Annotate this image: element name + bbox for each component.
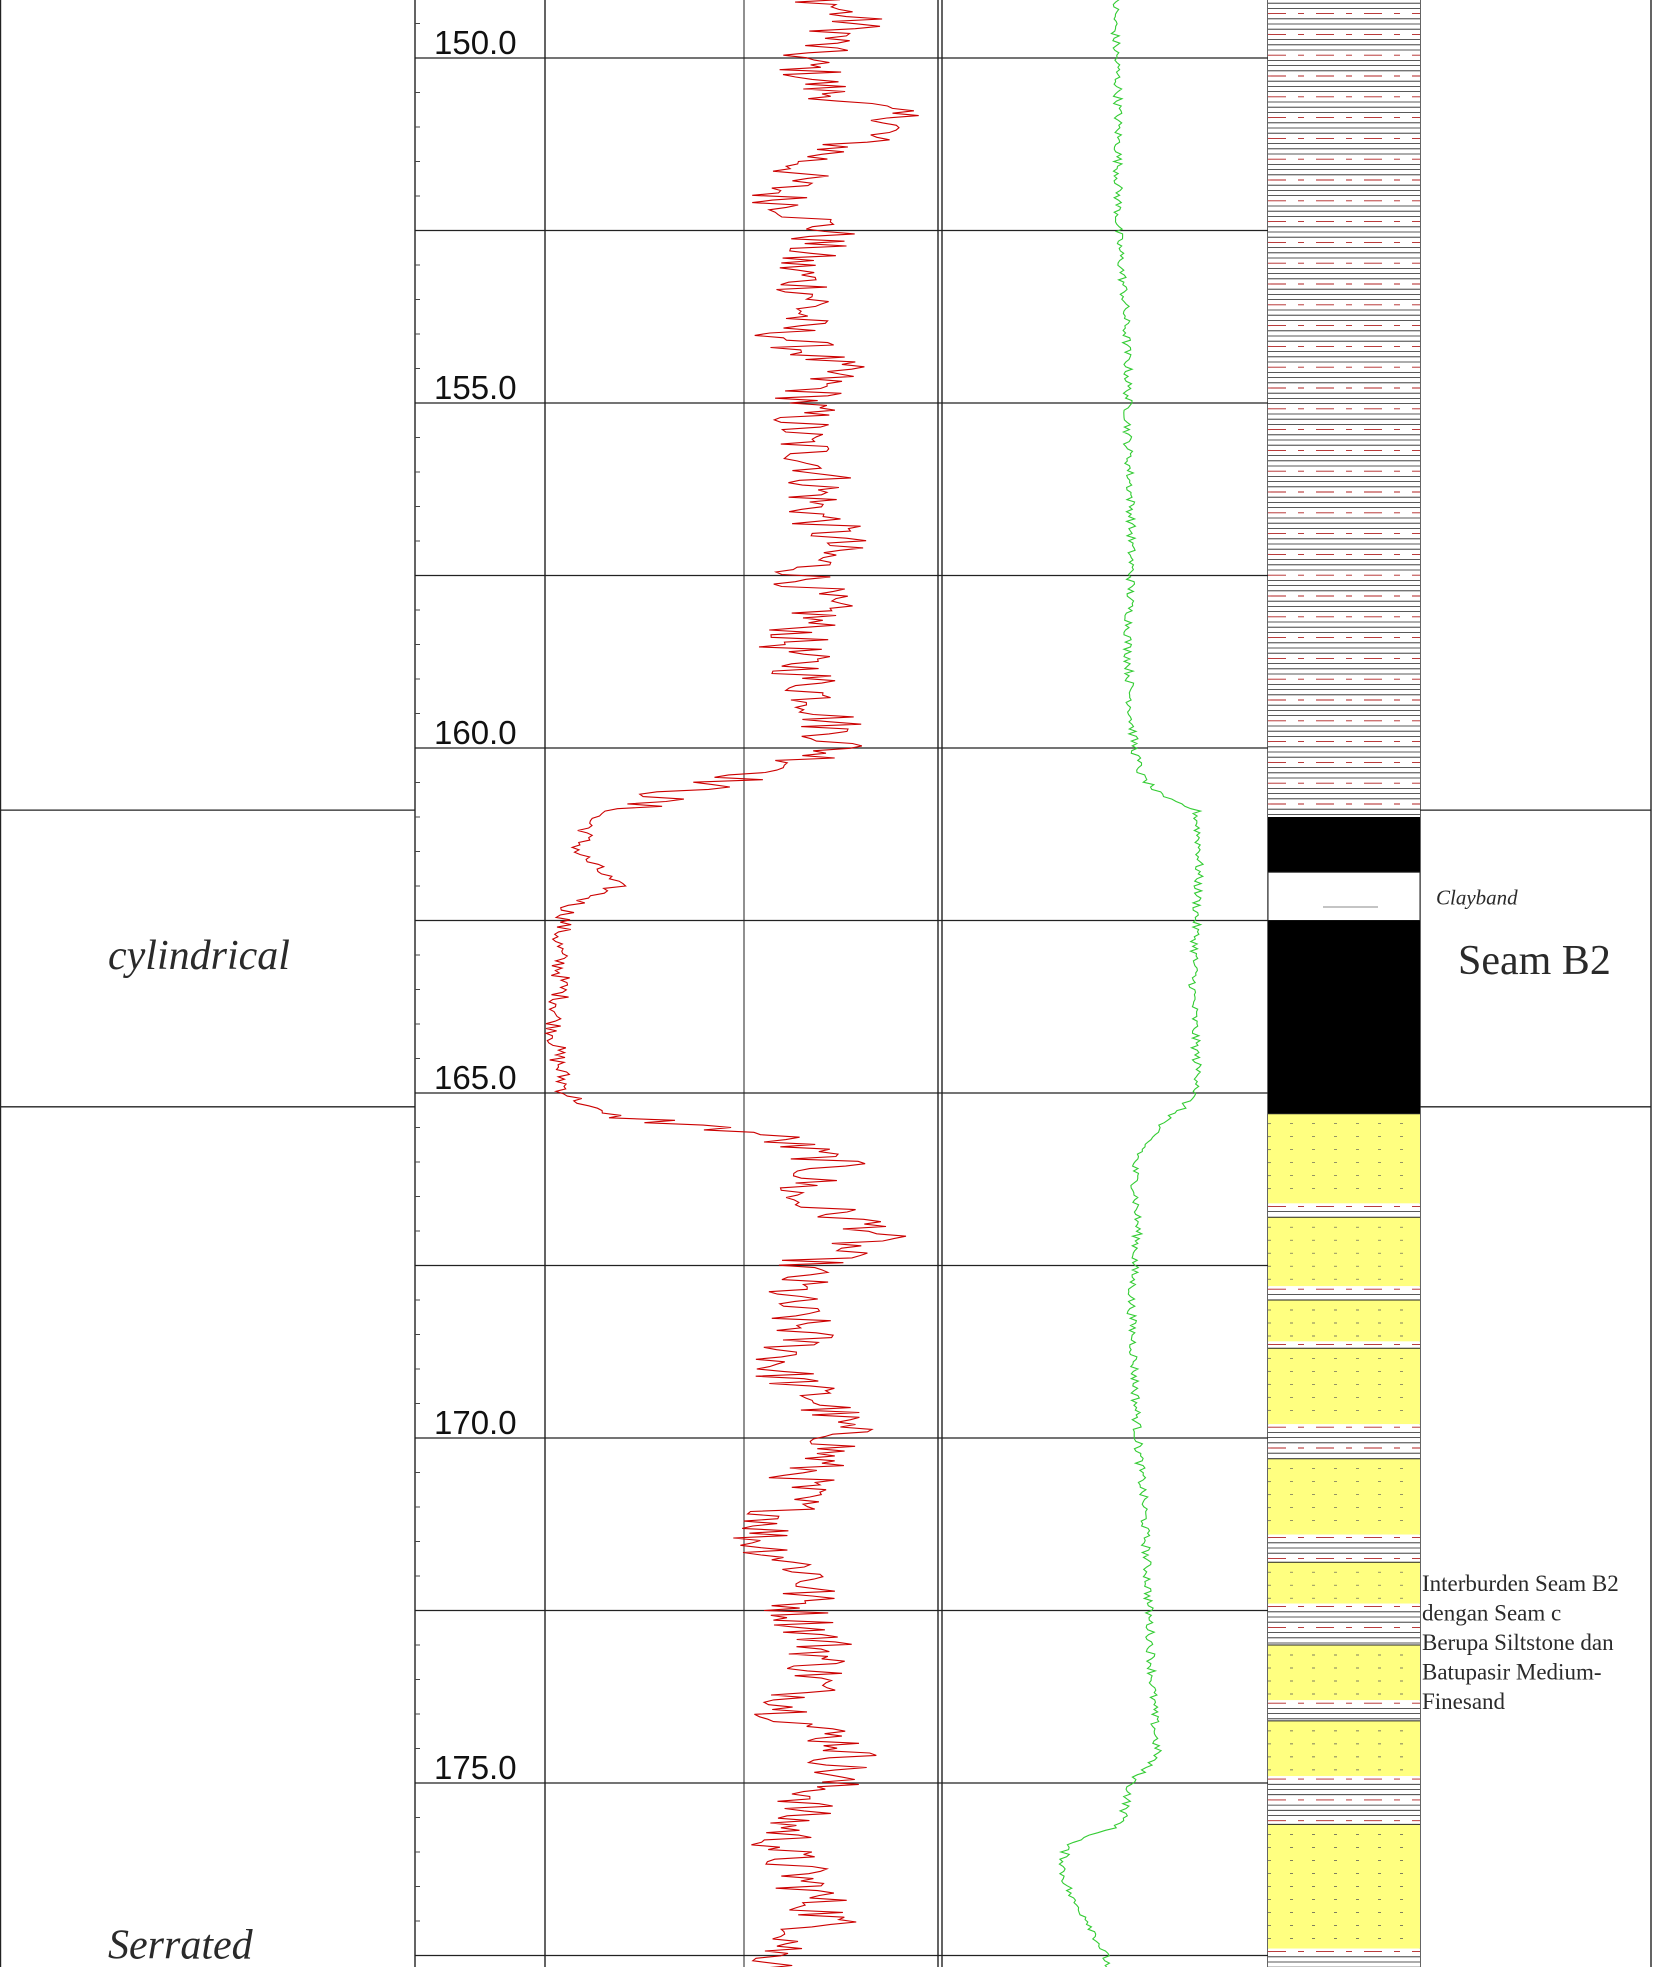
clayband-fill: [1267, 871, 1421, 922]
coal-fill: [1268, 920, 1420, 1114]
sandstone-fill: [1268, 1645, 1420, 1701]
shale-fill: [1268, 1286, 1420, 1300]
lithology-unit-shale: [1268, 1700, 1420, 1721]
lithology-unit-shale: [1268, 1534, 1420, 1563]
lithology-unit-shale: [1268, 0, 1420, 817]
lithology-unit-sandstone: [1268, 1113, 1420, 1204]
lithology-unit-sandstone: [1268, 1216, 1420, 1287]
lithology-unit-sandstone: [1268, 1823, 1420, 1949]
shale-fill: [1268, 1203, 1420, 1218]
red-log-curve: [544, 0, 919, 1967]
lithology-unit-sandstone: [1268, 1644, 1420, 1701]
lithology-unit-shale: [1268, 1203, 1420, 1218]
lithology-unit-shale: [1268, 1286, 1420, 1300]
electrofacies-column: SerratedcylindricalSerrated: [0, 809, 415, 1967]
interburden-text-line: Batupasir Medium-: [1422, 1659, 1602, 1684]
shale-fill: [1268, 1700, 1420, 1721]
depth-tick-label: 175.0: [434, 1749, 517, 1786]
lithology-unit-sandstone: [1268, 1561, 1420, 1604]
lithology-unit-sandstone: [1268, 1347, 1420, 1425]
depth-gridlines: [415, 23, 1268, 1957]
lithology-unit-sandstone: [1268, 1458, 1420, 1535]
sandstone-fill: [1268, 1113, 1420, 1204]
sandstone-fill: [1268, 1720, 1420, 1777]
interburden-text-line: Interburden Seam B2: [1422, 1571, 1619, 1596]
lithology-unit-shale: [1268, 1948, 1420, 1967]
lithology-unit-shale: [1268, 1776, 1420, 1825]
facies-label: cylindrical: [108, 933, 290, 979]
lithology-unit-shale: [1268, 1603, 1420, 1645]
green-log-curve: [1058, 0, 1205, 1967]
depth-tick-label: 170.0: [434, 1404, 517, 1441]
shale-fill: [1268, 1341, 1420, 1349]
clayband-label: Clayband: [1436, 885, 1518, 909]
lithology-unit-coal: [1268, 920, 1420, 1114]
depth-tick-label: 155.0: [434, 369, 517, 406]
interburden-text-line: Berupa Siltstone dan: [1422, 1630, 1614, 1655]
lithology-unit-shale: [1268, 1424, 1420, 1459]
interburden-text-line: dengan Seam c: [1422, 1600, 1561, 1625]
interburden-text-line: Finesand: [1422, 1689, 1506, 1714]
sandstone-fill: [1268, 1300, 1420, 1342]
sandstone-fill: [1268, 1217, 1420, 1287]
lithology-unit-coal: [1268, 817, 1420, 873]
sandstone-fill: [1268, 1562, 1420, 1604]
sandstone-fill: [1268, 1348, 1420, 1425]
lithology-column: [1267, 0, 1421, 1967]
lithology-unit-shale: [1268, 1341, 1420, 1349]
seam-label: Seam B2: [1458, 938, 1611, 984]
log-curves: [544, 0, 1205, 1967]
shale-fill: [1268, 1603, 1420, 1645]
lithology-unit-sandstone: [1268, 1720, 1420, 1777]
depth-tick-label: 150.0: [434, 24, 517, 61]
lithology-unit-clayband: [1267, 871, 1421, 922]
sandstone-fill: [1268, 1458, 1420, 1535]
sandstone-fill: [1268, 1824, 1420, 1949]
facies-label: Serrated: [108, 1923, 254, 1967]
depth-axis: 150.0 155.0 160.0 165.0 170.0 175.0: [434, 24, 517, 1786]
depth-tick-label: 160.0: [434, 714, 517, 751]
description-column: dan SiltstoneClaybandSeam B2Interburden …: [1420, 809, 1651, 1714]
coal-fill: [1268, 817, 1420, 873]
lithology-unit-sandstone: [1268, 1299, 1420, 1342]
depth-tick-label: 165.0: [434, 1059, 517, 1096]
